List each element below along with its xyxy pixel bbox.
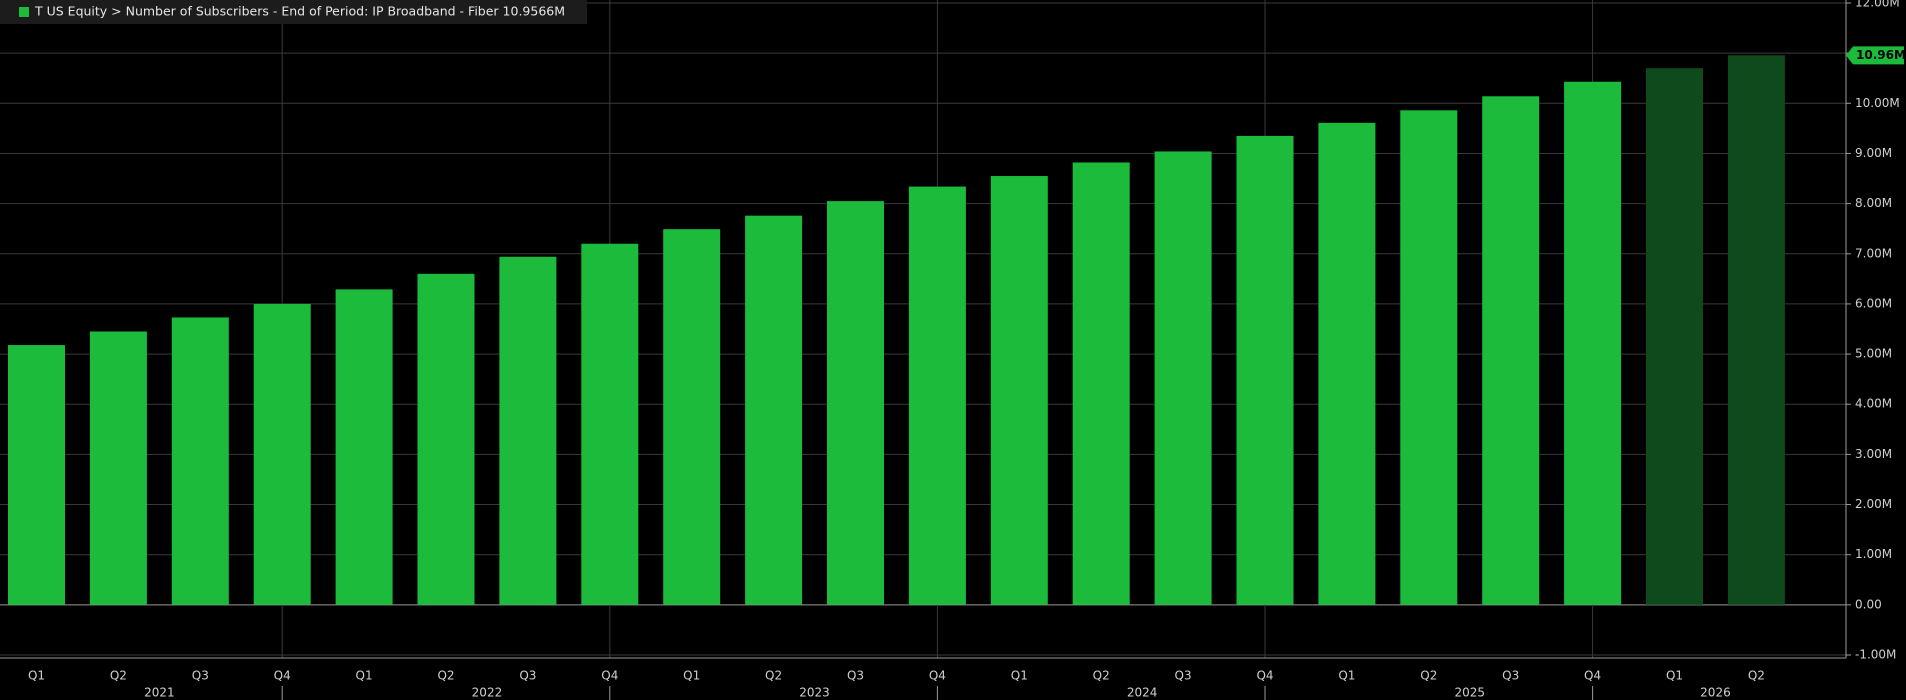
- bar: [908, 186, 966, 605]
- bar: [1727, 55, 1785, 605]
- x-tick-label: Q1: [1338, 669, 1355, 683]
- bar: [990, 176, 1048, 605]
- x-tick-label: Q3: [519, 669, 536, 683]
- y-tick-label: 12.00M: [1855, 0, 1900, 10]
- y-tick-label: 6.00M: [1855, 296, 1892, 310]
- bars: [8, 55, 1785, 605]
- bar: [171, 317, 229, 605]
- bar: [253, 303, 311, 605]
- bar: [581, 243, 639, 605]
- bar: [1154, 151, 1212, 605]
- bar: [89, 331, 147, 605]
- x-tick-label: Q3: [1502, 669, 1519, 683]
- y-tick-label: 8.00M: [1855, 196, 1892, 210]
- y-tick-label: 9.00M: [1855, 146, 1892, 160]
- y-tick-label: 10.00M: [1855, 96, 1900, 110]
- x-tick-label: Q2: [110, 669, 127, 683]
- bar: [1072, 162, 1130, 605]
- y-tick-label: 0.00: [1855, 597, 1882, 611]
- year-label: 2026: [1700, 686, 1731, 700]
- bar: [1646, 68, 1703, 605]
- legend-swatch: [19, 7, 29, 17]
- x-tick-label: Q4: [1584, 669, 1601, 683]
- bar: [1400, 110, 1458, 605]
- year-label: 2025: [1454, 686, 1485, 700]
- bar: [417, 273, 475, 605]
- bar: [745, 215, 803, 605]
- year-label: 2024: [1127, 686, 1158, 700]
- x-tick-label: Q1: [28, 669, 45, 683]
- x-tick-label: Q3: [1175, 669, 1192, 683]
- x-tick-label: Q3: [192, 669, 209, 683]
- x-tick-label: Q4: [601, 669, 618, 683]
- y-tick-label: -1.00M: [1855, 648, 1896, 662]
- bar: [499, 256, 557, 605]
- x-tick-label: Q4: [1256, 669, 1273, 683]
- y-tick-label: 5.00M: [1855, 347, 1892, 361]
- x-tick-label: Q2: [437, 669, 454, 683]
- y-tick-label: 4.00M: [1855, 397, 1892, 411]
- x-tick-label: Q2: [1420, 669, 1437, 683]
- x-tick-label: Q1: [683, 669, 700, 683]
- bar: [1318, 122, 1376, 605]
- y-tick-label: 7.00M: [1855, 246, 1892, 260]
- bar: [1236, 135, 1294, 605]
- x-tick-label: Q2: [1093, 669, 1110, 683]
- bar: [1482, 96, 1540, 605]
- y-tick-label: 2.00M: [1855, 497, 1892, 511]
- y-tick-label: 1.00M: [1855, 547, 1892, 561]
- x-tick-label: Q3: [847, 669, 864, 683]
- bar: [8, 345, 65, 605]
- bar: [827, 201, 884, 605]
- x-tick-label: Q1: [1666, 669, 1683, 683]
- x-tick-label: Q2: [765, 669, 782, 683]
- bar: [663, 229, 721, 605]
- year-label: 2021: [144, 686, 175, 700]
- x-tick-label: Q4: [929, 669, 946, 683]
- legend-box: [0, 0, 587, 24]
- x-tick-label: Q2: [1748, 669, 1765, 683]
- bar: [335, 289, 393, 605]
- x-tick-label: Q1: [356, 669, 373, 683]
- y-tick-label: 3.00M: [1855, 447, 1892, 461]
- legend-title: T US Equity > Number of Subscribers - En…: [34, 4, 565, 19]
- year-label: 2023: [799, 686, 830, 700]
- value-label-box: [1846, 46, 1904, 65]
- x-tick-label: Q4: [274, 669, 291, 683]
- year-label: 2022: [472, 686, 503, 700]
- bar: [1564, 81, 1622, 605]
- value-label: 10.96M: [1856, 48, 1906, 62]
- x-tick-label: Q1: [1011, 669, 1028, 683]
